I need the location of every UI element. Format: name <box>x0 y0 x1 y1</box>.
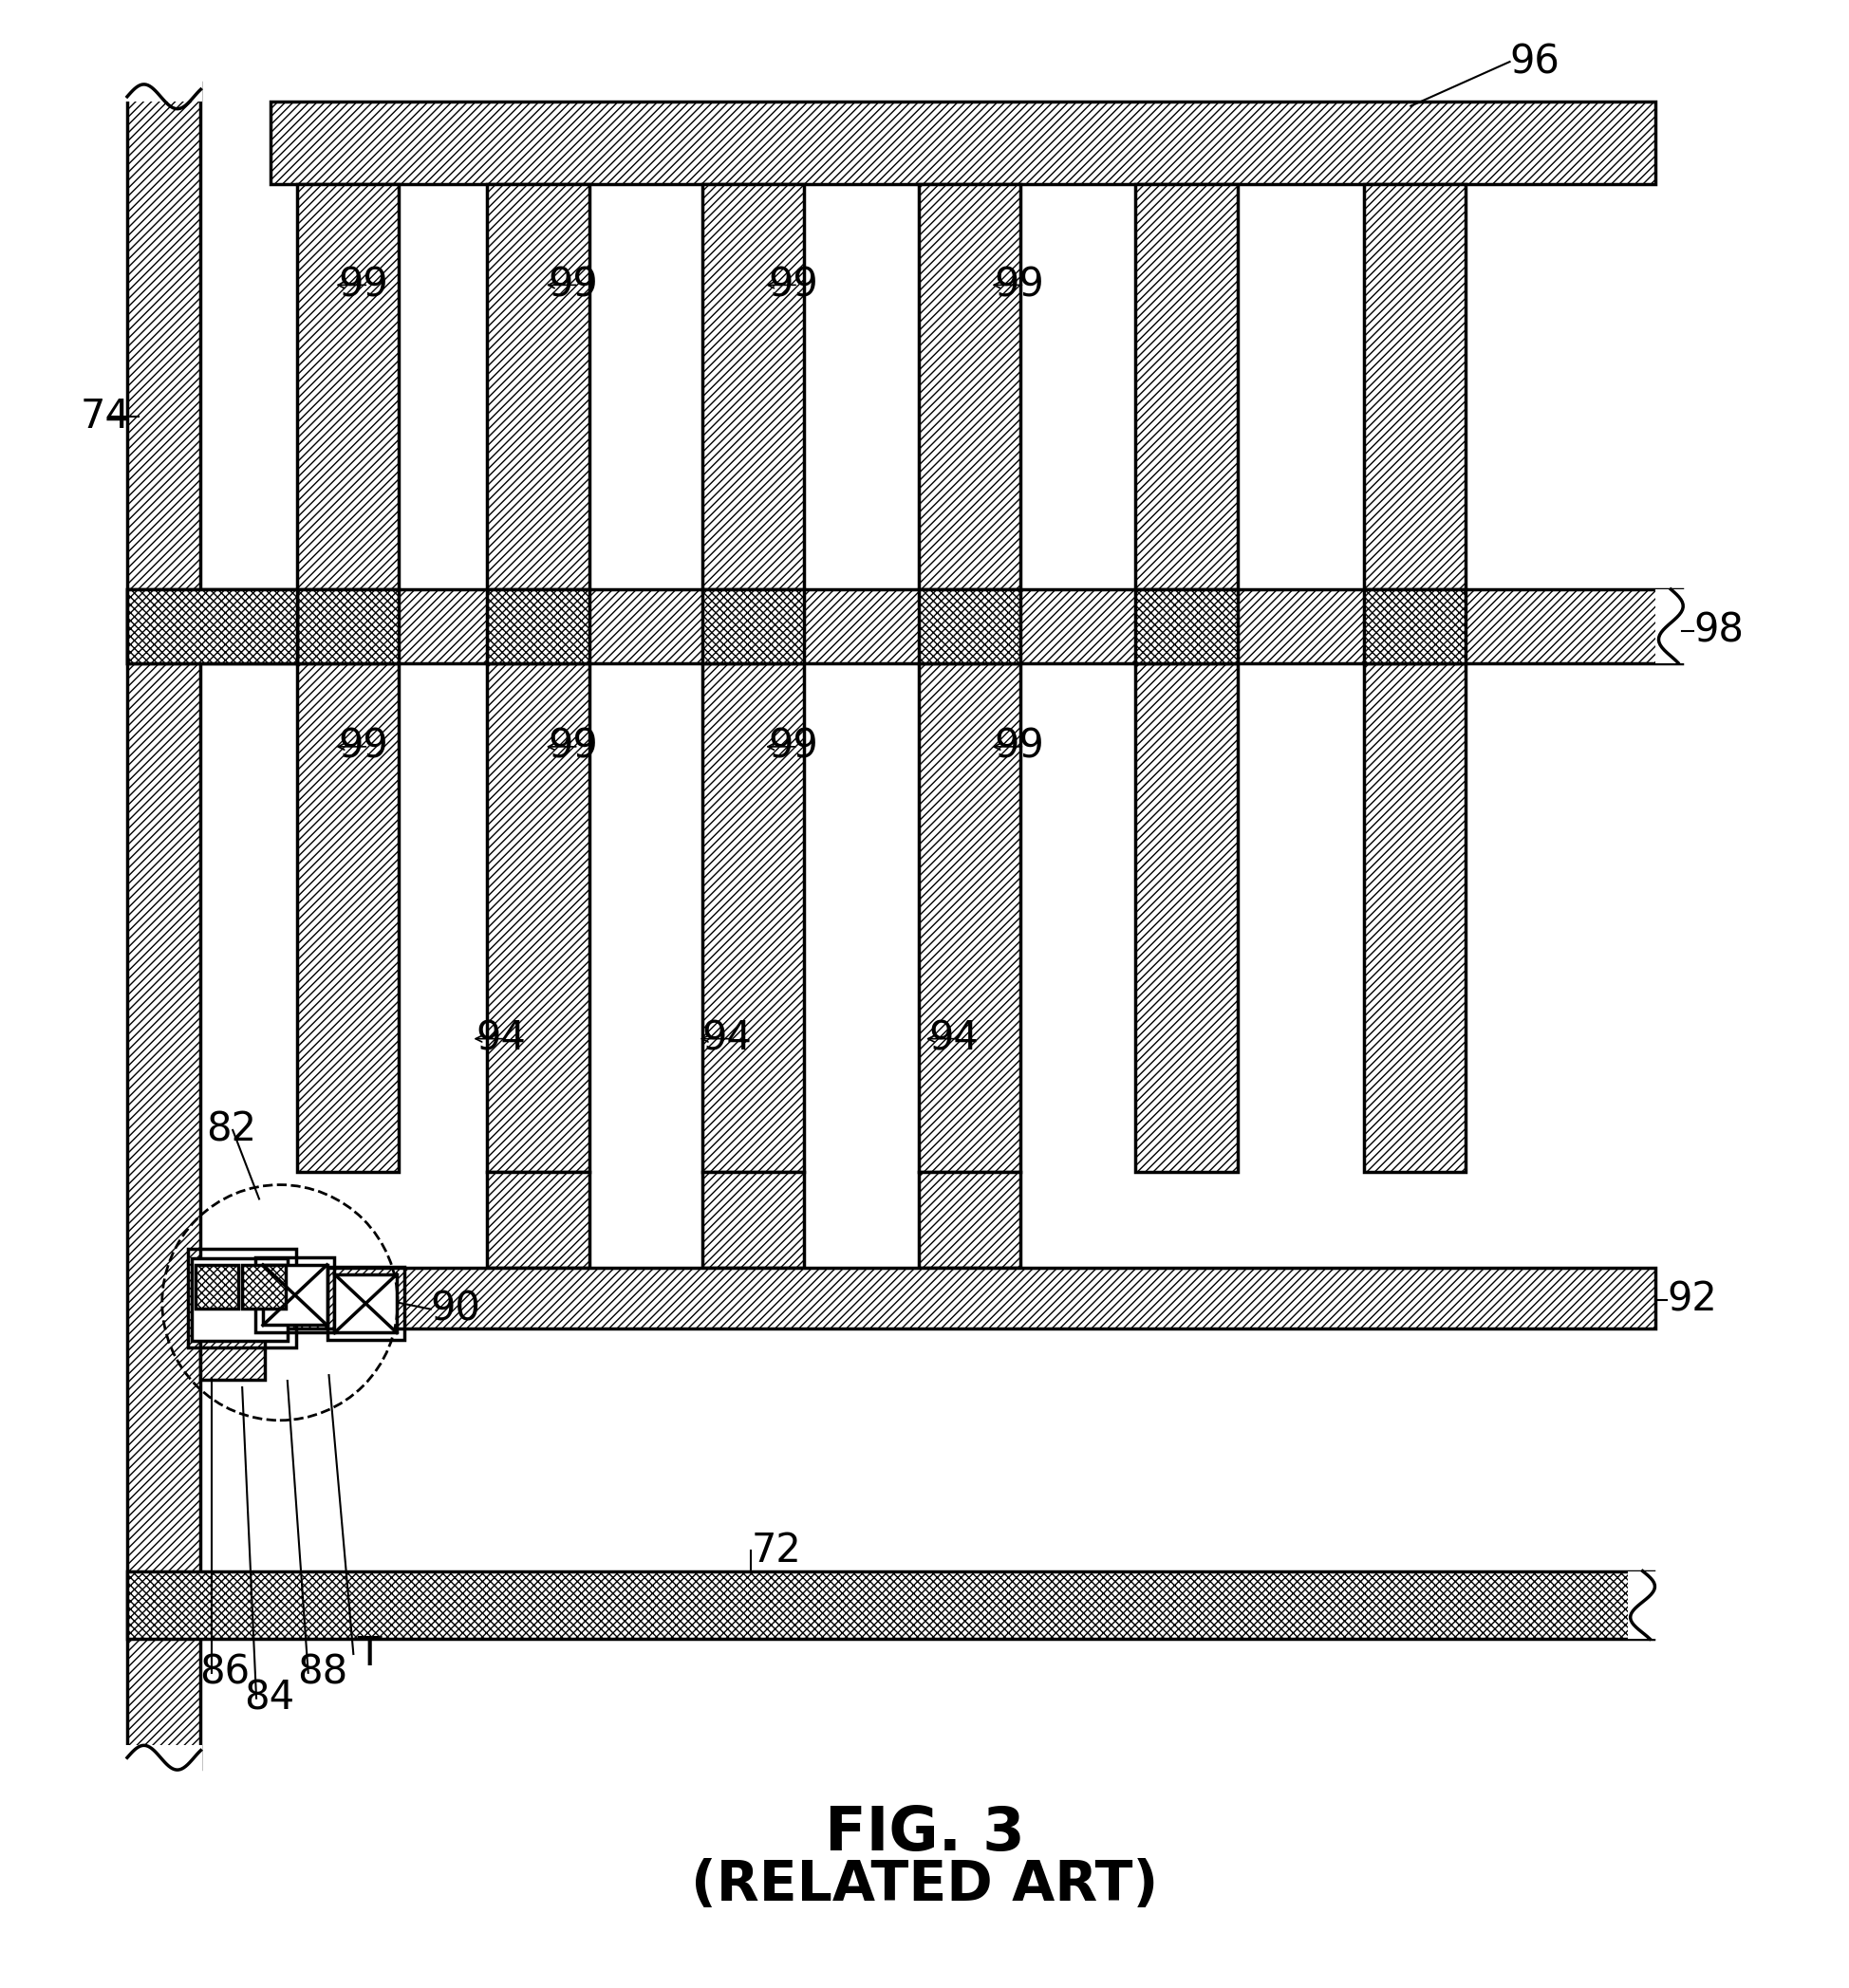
Text: 84: 84 <box>244 1678 294 1718</box>
Bar <box>703 1171 804 1268</box>
Text: 99: 99 <box>338 728 388 767</box>
Text: 94: 94 <box>928 1018 978 1060</box>
Bar <box>335 1274 398 1332</box>
Text: 94: 94 <box>703 1018 753 1060</box>
Text: T: T <box>357 1634 381 1674</box>
Bar <box>255 1256 335 1332</box>
Bar <box>270 1268 1657 1328</box>
Bar <box>128 1571 1653 1638</box>
Text: 99: 99 <box>549 264 599 304</box>
Bar <box>919 588 1021 662</box>
Bar <box>298 185 399 588</box>
Bar <box>703 185 804 588</box>
Text: FIG. 3: FIG. 3 <box>825 1803 1024 1863</box>
Text: 72: 72 <box>751 1531 801 1571</box>
Bar <box>1627 1571 1660 1638</box>
Text: 82: 82 <box>207 1109 257 1151</box>
Bar <box>128 82 202 1769</box>
Bar <box>128 588 298 662</box>
Bar <box>488 662 590 1171</box>
Text: 94: 94 <box>475 1018 527 1060</box>
Bar <box>126 76 203 101</box>
Bar <box>1657 588 1688 662</box>
Bar <box>1365 185 1466 588</box>
Text: 90: 90 <box>431 1290 481 1330</box>
Bar <box>196 1264 239 1308</box>
Bar <box>327 1266 405 1340</box>
Bar <box>190 1258 287 1342</box>
Text: 96: 96 <box>1511 42 1561 82</box>
Bar <box>488 1171 590 1268</box>
Bar <box>488 588 590 662</box>
Bar <box>187 1248 296 1348</box>
Bar <box>1135 185 1237 588</box>
Bar <box>1365 588 1466 662</box>
Text: 88: 88 <box>298 1652 348 1692</box>
Bar <box>919 662 1021 1171</box>
Bar <box>1135 588 1237 662</box>
Text: 99: 99 <box>767 728 817 767</box>
Bar <box>919 1171 1021 1268</box>
Bar <box>263 1264 327 1326</box>
Bar <box>1135 662 1237 1171</box>
Text: 99: 99 <box>995 728 1045 767</box>
Text: 99: 99 <box>549 728 599 767</box>
Text: 99: 99 <box>338 264 388 304</box>
Text: 98: 98 <box>1694 610 1744 650</box>
Text: (RELATED ART): (RELATED ART) <box>692 1857 1157 1912</box>
Bar <box>703 662 804 1171</box>
Text: 86: 86 <box>200 1652 250 1692</box>
Bar <box>1365 662 1466 1171</box>
Bar <box>703 588 804 662</box>
Bar <box>270 101 1657 185</box>
Bar <box>298 588 399 662</box>
Bar <box>298 662 399 1171</box>
Text: 92: 92 <box>1668 1280 1718 1320</box>
Bar <box>488 185 590 588</box>
Bar <box>126 1745 203 1773</box>
Text: 74: 74 <box>80 398 129 437</box>
Bar <box>242 1264 285 1308</box>
Text: 99: 99 <box>995 264 1045 304</box>
Bar <box>202 1322 264 1380</box>
Bar <box>919 185 1021 588</box>
Bar <box>128 588 1683 662</box>
Text: 99: 99 <box>767 264 817 304</box>
